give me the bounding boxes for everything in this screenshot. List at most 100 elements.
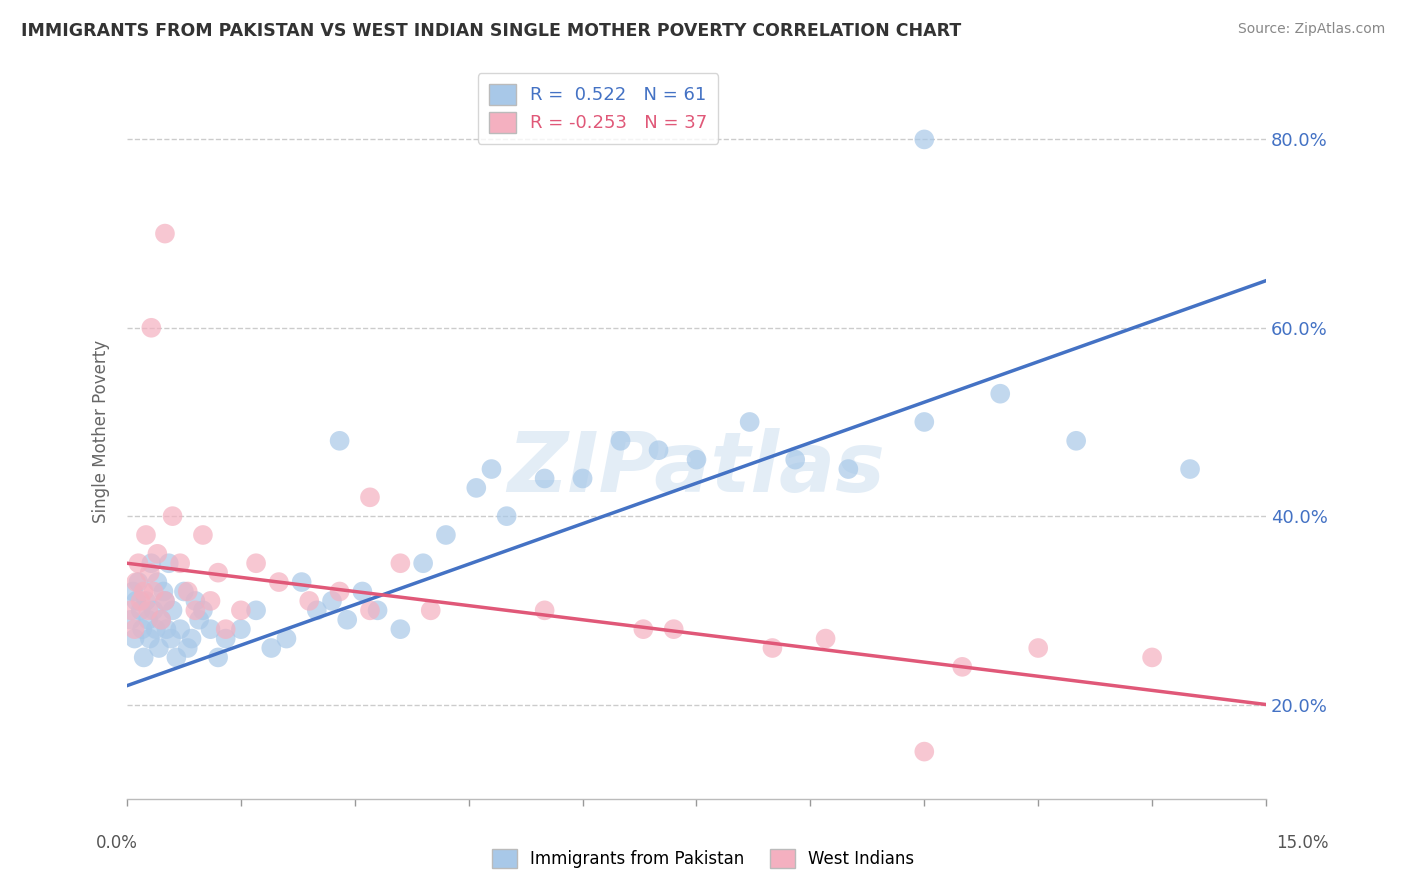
Point bbox=[276, 632, 298, 646]
Point bbox=[305, 603, 328, 617]
Point bbox=[136, 613, 159, 627]
Point bbox=[132, 584, 155, 599]
Point bbox=[146, 575, 169, 590]
Point bbox=[184, 603, 207, 617]
Point bbox=[291, 575, 314, 590]
Point bbox=[245, 556, 267, 570]
Point bbox=[125, 594, 148, 608]
Point bbox=[785, 452, 807, 467]
Point bbox=[142, 584, 165, 599]
Point bbox=[229, 603, 252, 617]
Point bbox=[132, 650, 155, 665]
Point bbox=[162, 509, 184, 524]
Point bbox=[124, 622, 146, 636]
Point bbox=[1140, 650, 1163, 665]
Point bbox=[761, 640, 783, 655]
Point bbox=[135, 594, 157, 608]
Point bbox=[155, 622, 177, 636]
Point bbox=[988, 386, 1011, 401]
Point bbox=[162, 603, 184, 617]
Point bbox=[150, 613, 173, 627]
Point bbox=[1026, 640, 1049, 655]
Point bbox=[131, 622, 153, 636]
Point bbox=[124, 632, 146, 646]
Point bbox=[141, 320, 163, 334]
Text: 0.0%: 0.0% bbox=[96, 834, 138, 852]
Point bbox=[389, 622, 412, 636]
Point bbox=[647, 443, 669, 458]
Text: ZIPatlas: ZIPatlas bbox=[508, 427, 886, 508]
Point bbox=[633, 622, 655, 636]
Point bbox=[298, 594, 321, 608]
Point bbox=[950, 660, 973, 674]
Point bbox=[180, 632, 202, 646]
Point bbox=[495, 509, 517, 524]
Point bbox=[412, 556, 434, 570]
Point bbox=[188, 613, 211, 627]
Point bbox=[571, 471, 593, 485]
Point bbox=[120, 613, 142, 627]
Point bbox=[160, 632, 183, 646]
Point bbox=[465, 481, 488, 495]
Point bbox=[153, 594, 176, 608]
Point bbox=[177, 640, 200, 655]
Point bbox=[419, 603, 441, 617]
Point bbox=[145, 622, 167, 636]
Point bbox=[142, 603, 165, 617]
Point bbox=[122, 584, 145, 599]
Point bbox=[329, 584, 352, 599]
Point bbox=[609, 434, 631, 448]
Legend: Immigrants from Pakistan, West Indians: Immigrants from Pakistan, West Indians bbox=[485, 842, 921, 875]
Point bbox=[662, 622, 685, 636]
Point bbox=[141, 556, 163, 570]
Point bbox=[359, 491, 381, 505]
Text: Source: ZipAtlas.com: Source: ZipAtlas.com bbox=[1237, 22, 1385, 37]
Point bbox=[359, 603, 381, 617]
Point bbox=[191, 603, 214, 617]
Point bbox=[169, 622, 191, 636]
Point bbox=[1064, 434, 1087, 448]
Point bbox=[129, 594, 152, 608]
Point bbox=[321, 594, 343, 608]
Point bbox=[245, 603, 267, 617]
Point bbox=[207, 650, 229, 665]
Point bbox=[533, 471, 555, 485]
Point bbox=[139, 566, 162, 580]
Point bbox=[215, 632, 238, 646]
Point bbox=[139, 632, 162, 646]
Point bbox=[127, 556, 149, 570]
Point bbox=[267, 575, 290, 590]
Point bbox=[207, 566, 229, 580]
Point bbox=[153, 594, 176, 608]
Point bbox=[1178, 462, 1201, 476]
Point bbox=[367, 603, 389, 617]
Point bbox=[127, 575, 149, 590]
Point bbox=[912, 745, 935, 759]
Point bbox=[434, 528, 457, 542]
Point bbox=[153, 227, 176, 241]
Text: 15.0%: 15.0% bbox=[1277, 834, 1329, 852]
Point bbox=[481, 462, 503, 476]
Point bbox=[329, 434, 352, 448]
Point bbox=[146, 547, 169, 561]
Point bbox=[191, 528, 214, 542]
Point bbox=[150, 613, 173, 627]
Point bbox=[229, 622, 252, 636]
Y-axis label: Single Mother Poverty: Single Mother Poverty bbox=[93, 340, 110, 523]
Point bbox=[157, 556, 180, 570]
Point bbox=[148, 640, 170, 655]
Point bbox=[837, 462, 859, 476]
Text: IMMIGRANTS FROM PAKISTAN VS WEST INDIAN SINGLE MOTHER POVERTY CORRELATION CHART: IMMIGRANTS FROM PAKISTAN VS WEST INDIAN … bbox=[21, 22, 962, 40]
Point bbox=[352, 584, 374, 599]
Point bbox=[177, 584, 200, 599]
Point bbox=[200, 622, 222, 636]
Point bbox=[336, 613, 359, 627]
Point bbox=[125, 575, 148, 590]
Point bbox=[200, 594, 222, 608]
Point bbox=[165, 650, 187, 665]
Point bbox=[136, 603, 159, 617]
Point bbox=[120, 603, 142, 617]
Point bbox=[135, 528, 157, 542]
Point bbox=[173, 584, 195, 599]
Point bbox=[129, 603, 152, 617]
